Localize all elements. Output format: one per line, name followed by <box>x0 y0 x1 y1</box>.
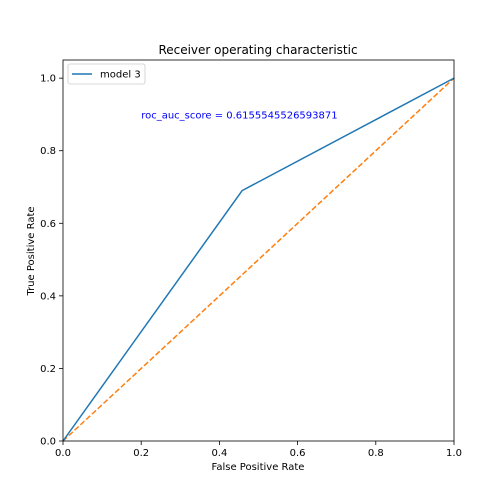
x-tick-label-3: 0.6 <box>290 448 306 459</box>
x-tick-label-4: 0.8 <box>368 448 384 459</box>
x-tick-label-0: 0.0 <box>55 448 71 459</box>
y-axis-label: True Positive Rate <box>26 206 37 296</box>
legend-box <box>67 63 146 85</box>
legend: model 3 <box>67 63 146 85</box>
plot-area: 0.0 0.2 0.4 0.6 0.8 1.0 0.0 0.2 0.4 0.6 0.8 1.0 roc_… <box>40 59 462 459</box>
y-tick-label-4: 0.8 <box>40 146 56 157</box>
series-line-0 <box>62 77 455 442</box>
chart-title: Receiver operating characteristic <box>158 43 357 57</box>
x-axis-label: False Positive Rate <box>212 462 305 473</box>
y-tick-label-0: 0.0 <box>40 437 56 448</box>
y-tick-label-2: 0.4 <box>40 291 56 302</box>
annotation-text-0: roc_auc_score = 0.6155545526593871 <box>141 110 337 121</box>
x-tick-label-5: 1.0 <box>446 448 462 459</box>
x-tick-label-2: 0.4 <box>211 448 227 459</box>
y-tick-label-3: 0.6 <box>40 219 56 230</box>
axes-frame <box>62 59 455 442</box>
y-tick-label-5: 1.0 <box>40 74 56 85</box>
legend-label-0: model 3 <box>100 70 141 81</box>
chance-line-1 <box>62 77 455 442</box>
y-tick-label-1: 0.2 <box>40 364 56 375</box>
x-tick-label-1: 0.2 <box>133 448 149 459</box>
